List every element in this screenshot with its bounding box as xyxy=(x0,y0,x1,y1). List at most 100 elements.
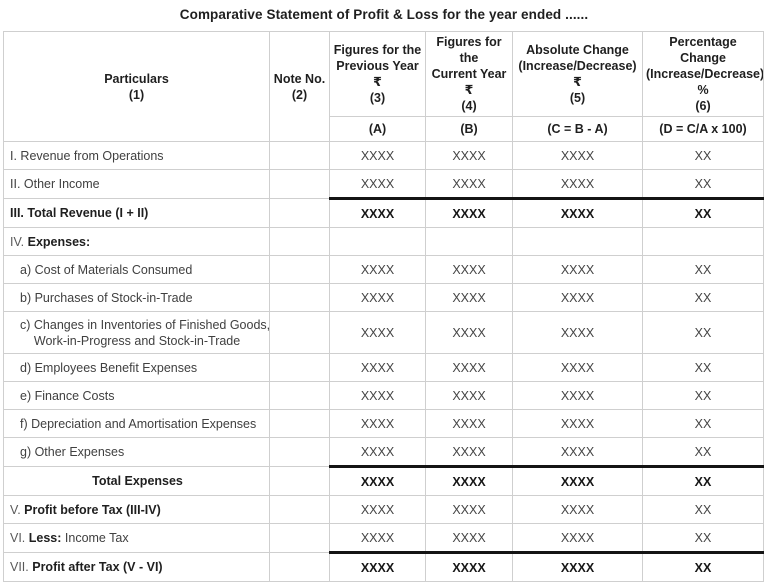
row-value: XXXX xyxy=(512,311,643,354)
row-label: d) Employees Benefit Expenses xyxy=(20,360,198,375)
row-value: XX xyxy=(642,437,764,467)
row-value: XX xyxy=(642,141,764,170)
row-value: XXXX xyxy=(425,465,513,496)
header-line: Figures for the xyxy=(333,43,422,57)
row-label: g) Other Expenses xyxy=(20,445,125,459)
row-particulars: b) Purchases of Stock-in-Trade xyxy=(3,283,270,312)
row-particulars: I. Revenue from Operations xyxy=(3,141,270,170)
row-value: XXXX xyxy=(329,311,426,354)
row-particulars: c) Changes in Inventories of Finished Go… xyxy=(3,311,270,354)
row-value: XXXX xyxy=(425,523,513,553)
table-row: f) Depreciation and Amortisation Expense… xyxy=(3,409,764,438)
row-label: IV. xyxy=(10,234,28,249)
row-particulars: a) Cost of Materials Consumed xyxy=(3,255,270,284)
row-value: XXXX xyxy=(512,409,643,438)
row-value: XXXX xyxy=(425,197,513,228)
row-note-no xyxy=(269,523,330,553)
row-value: XXXX xyxy=(329,437,426,467)
row-value: XXXX xyxy=(425,353,513,382)
row-note-no xyxy=(269,141,330,170)
row-particulars: e) Finance Costs xyxy=(3,381,270,410)
row-value: XXXX xyxy=(425,495,513,524)
header-line: Figures for the xyxy=(436,35,502,65)
header-line: Previous Year xyxy=(336,59,419,73)
row-label: Total Expenses xyxy=(92,474,183,488)
row-particulars: II. Other Income xyxy=(3,169,270,199)
table-row: IV. Expenses: xyxy=(3,227,764,256)
row-label: Profit before Tax (III-IV) xyxy=(24,502,161,517)
row-value: XXXX xyxy=(512,495,643,524)
header-line: (3) xyxy=(369,91,386,105)
row-value: XXXX xyxy=(512,523,643,553)
row-particulars: III. Total Revenue (I + II) xyxy=(3,198,270,228)
row-value: XX xyxy=(642,381,764,410)
row-note-no xyxy=(269,311,330,354)
table-row: c) Changes in Inventories of Finished Go… xyxy=(3,311,764,354)
row-value: XXXX xyxy=(329,353,426,382)
row-particulars: Total Expenses xyxy=(3,466,270,496)
row-value: XXXX xyxy=(512,283,643,312)
document-title: Comparative Statement of Profit & Loss f… xyxy=(179,7,589,22)
table-row: e) Finance Costs XXXX XXXX XXXX XX xyxy=(3,381,764,410)
row-note-no xyxy=(269,198,330,228)
subheader-d: (D = C/A x 100) xyxy=(642,116,764,142)
row-value xyxy=(642,227,764,256)
row-value: XXXX xyxy=(425,409,513,438)
table-row: g) Other Expenses XXXX XXXX XXXX XX xyxy=(3,437,764,467)
header-line: (Increase/Decrease) xyxy=(518,59,637,73)
row-value: XXXX xyxy=(425,437,513,467)
row-note-no xyxy=(269,283,330,312)
row-value: XXXX xyxy=(329,465,426,496)
row-label: III. Total Revenue (I + II) xyxy=(10,206,149,220)
comparative-statement-table: Particulars (1) Note No. (2) Figures for… xyxy=(3,31,764,582)
row-label: II. Other Income xyxy=(10,177,100,191)
row-particulars: d) Employees Benefit Expenses xyxy=(3,353,270,382)
row-note-no xyxy=(269,381,330,410)
rupee-symbol: ₹ xyxy=(464,83,474,97)
rupee-symbol: ₹ xyxy=(573,75,582,89)
row-label: a) Cost of Materials Consumed xyxy=(20,262,193,277)
row-value: XXXX xyxy=(329,169,426,199)
header-line: (6) xyxy=(695,99,711,113)
row-value: XX xyxy=(642,409,764,438)
row-value: XXXX xyxy=(425,283,513,312)
header-line: (Increase/Decrease) xyxy=(646,67,764,81)
subheader-a: (A) xyxy=(329,116,426,142)
row-value: XXXX xyxy=(329,381,426,410)
row-value: XXXX xyxy=(512,141,643,170)
row-value: XX xyxy=(642,197,764,228)
header-current-year: Figures for the Current Year ₹ (4) xyxy=(425,31,513,117)
row-value: XX xyxy=(642,465,764,496)
row-value: XXXX xyxy=(329,409,426,438)
table-row: II. Other Income XXXX XXXX XXXX XX xyxy=(3,169,764,199)
row-particulars: g) Other Expenses xyxy=(3,437,270,467)
row-label: Expenses: xyxy=(27,234,91,249)
row-value: XXXX xyxy=(425,141,513,170)
row-label: VII. xyxy=(10,560,33,574)
row-value: XX xyxy=(642,353,764,382)
row-value: XX xyxy=(642,283,764,312)
header-line: Absolute Change xyxy=(526,43,629,57)
row-label: b) Purchases of Stock-in-Trade xyxy=(20,290,193,305)
row-value: XXXX xyxy=(329,141,426,170)
row-note-no xyxy=(269,255,330,284)
header-line: Note No. xyxy=(273,71,326,86)
row-note-no xyxy=(269,353,330,382)
row-label: VI. xyxy=(10,531,29,545)
table-row: b) Purchases of Stock-in-Trade XXXX XXXX XX… xyxy=(3,283,764,312)
row-value xyxy=(425,227,513,256)
row-note-no xyxy=(269,466,330,496)
row-value: XXXX xyxy=(512,197,643,228)
row-value: XX xyxy=(642,311,764,354)
table-row: VI. Less: Income Tax XXXX XXXX XXXX XX xyxy=(3,523,764,553)
rupee-symbol: ₹ xyxy=(373,75,382,89)
header-line: (4) xyxy=(461,99,477,113)
percent-symbol: % xyxy=(697,83,709,97)
row-note-no xyxy=(269,409,330,438)
row-label: V. xyxy=(10,502,25,517)
row-value: XXXX xyxy=(512,465,643,496)
row-value: XXXX xyxy=(512,353,643,382)
row-value: XXXX xyxy=(329,197,426,228)
row-value xyxy=(512,227,643,256)
row-value: XXXX xyxy=(425,255,513,284)
